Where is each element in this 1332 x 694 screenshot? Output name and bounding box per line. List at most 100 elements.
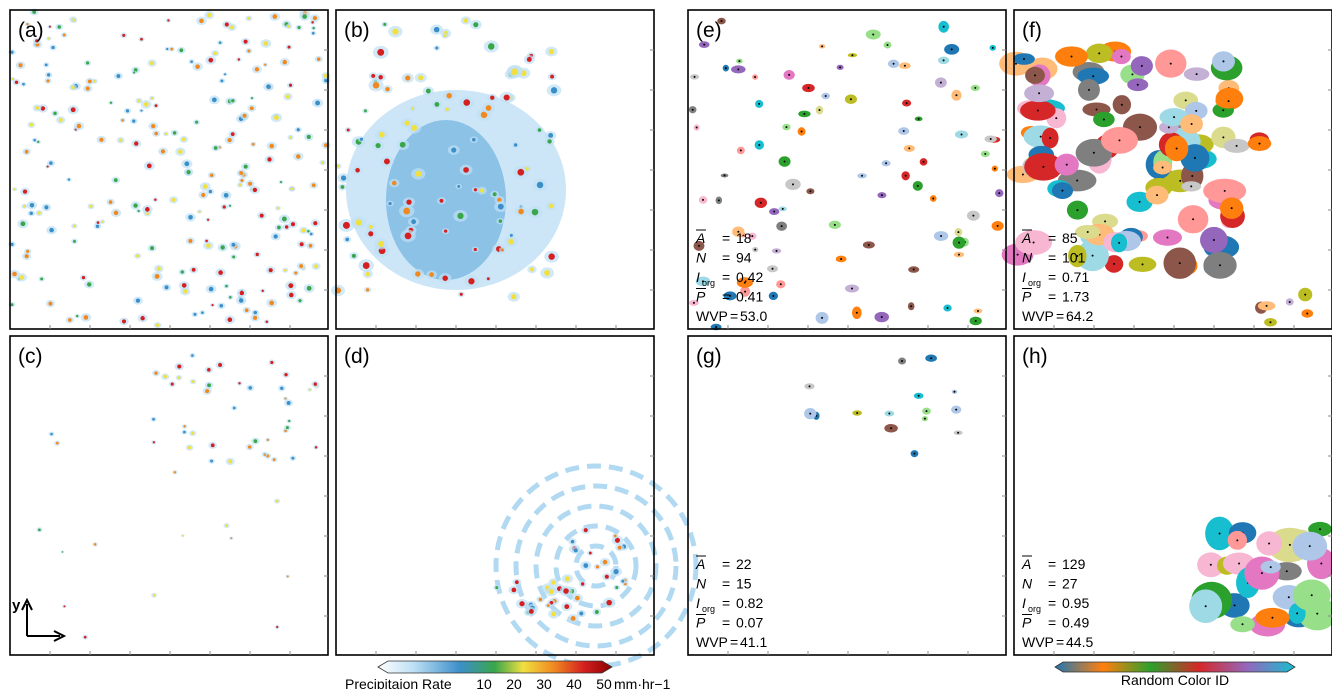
rain-core <box>181 137 186 142</box>
rain-core <box>223 73 227 76</box>
centroid <box>977 310 980 313</box>
rain-core <box>479 188 485 193</box>
rain-core <box>311 21 314 24</box>
rain-core <box>588 551 592 555</box>
rain-core <box>71 85 75 90</box>
centroid <box>1268 542 1271 545</box>
rain-core <box>140 109 143 112</box>
rain-core <box>137 99 141 103</box>
rain-core <box>404 120 410 126</box>
id-colorbar <box>1054 661 1296 673</box>
rain-core <box>154 273 160 279</box>
centroid <box>905 102 908 105</box>
rain-core <box>170 47 174 51</box>
rain-core <box>220 245 225 250</box>
rain-core <box>62 33 66 37</box>
rain-core <box>213 146 218 150</box>
rain-field <box>386 120 506 280</box>
rain-core <box>285 94 290 99</box>
centroid <box>855 311 858 314</box>
stat-value: 22 <box>736 556 752 572</box>
rain-core <box>276 625 279 629</box>
centroid <box>1308 545 1311 548</box>
rain-core <box>266 438 269 441</box>
centroid <box>972 214 975 217</box>
centroid <box>1038 92 1041 95</box>
colorbar-tick-label: 20 <box>506 676 522 689</box>
rain-core <box>202 184 208 189</box>
rain-core <box>73 239 76 243</box>
rain-core <box>425 88 431 94</box>
rain-core <box>223 192 229 198</box>
centroid <box>839 66 842 69</box>
centroid <box>759 201 762 204</box>
rain-spiral <box>573 543 619 589</box>
stat-name: P <box>696 289 706 305</box>
rain-core <box>298 299 302 303</box>
rain-core <box>32 10 37 14</box>
stat-name: P <box>1022 289 1032 305</box>
centroid <box>939 81 942 84</box>
rain-core <box>564 576 570 582</box>
axis-label: y <box>12 597 21 614</box>
rain-core <box>228 459 233 464</box>
rain-core <box>345 237 350 242</box>
rain-core <box>290 222 295 227</box>
centroid <box>701 280 704 283</box>
centroid <box>856 411 859 414</box>
rain-core <box>12 271 17 277</box>
rain-core <box>26 249 30 253</box>
panel-label: (g) <box>696 345 722 368</box>
panel-label: (h) <box>1022 345 1048 368</box>
centroid <box>1209 563 1212 566</box>
rain-core <box>268 268 273 273</box>
rain-core <box>299 264 304 268</box>
centroid <box>925 410 928 413</box>
centroid <box>861 174 864 177</box>
rain-core <box>44 205 49 210</box>
rain-core <box>232 255 236 259</box>
centroid <box>1065 163 1068 166</box>
centroid <box>922 160 925 163</box>
rain-core <box>281 216 287 222</box>
rain-core <box>311 31 315 35</box>
rain-core <box>247 16 251 20</box>
rain-core <box>85 86 90 91</box>
centroid <box>758 102 761 105</box>
centroid <box>824 95 827 98</box>
centroid <box>946 307 949 310</box>
rain-core <box>511 294 517 300</box>
centroid <box>808 385 811 388</box>
centroid <box>1156 194 1159 197</box>
rain-core <box>371 73 376 78</box>
rain-core <box>368 231 374 237</box>
centroid <box>890 427 893 430</box>
rain-core <box>259 213 264 218</box>
rain-core <box>253 439 258 443</box>
rain-core <box>35 106 39 110</box>
rain-core <box>11 77 14 81</box>
stat-value: 27 <box>1062 576 1078 592</box>
rain-core <box>415 170 422 177</box>
rain-core <box>579 611 584 616</box>
rain-core <box>302 14 307 19</box>
rain-core <box>231 99 235 103</box>
rain-core <box>529 267 535 272</box>
rain-core <box>225 284 228 288</box>
rain-core <box>457 212 464 219</box>
rain-core <box>264 63 267 66</box>
rain-core <box>340 185 345 189</box>
rain-core <box>617 545 622 550</box>
stat-sep: = <box>1048 595 1056 611</box>
rain-core <box>170 382 174 386</box>
centroid <box>1310 594 1313 597</box>
rain-core <box>255 252 259 257</box>
rain-core <box>621 579 625 583</box>
rain-core <box>207 12 212 18</box>
rain-core <box>498 219 503 223</box>
rain-core <box>152 417 155 421</box>
centroid <box>1016 253 1019 256</box>
precip-colorbar <box>377 660 613 674</box>
stat-value: 0.71 <box>1062 269 1089 285</box>
